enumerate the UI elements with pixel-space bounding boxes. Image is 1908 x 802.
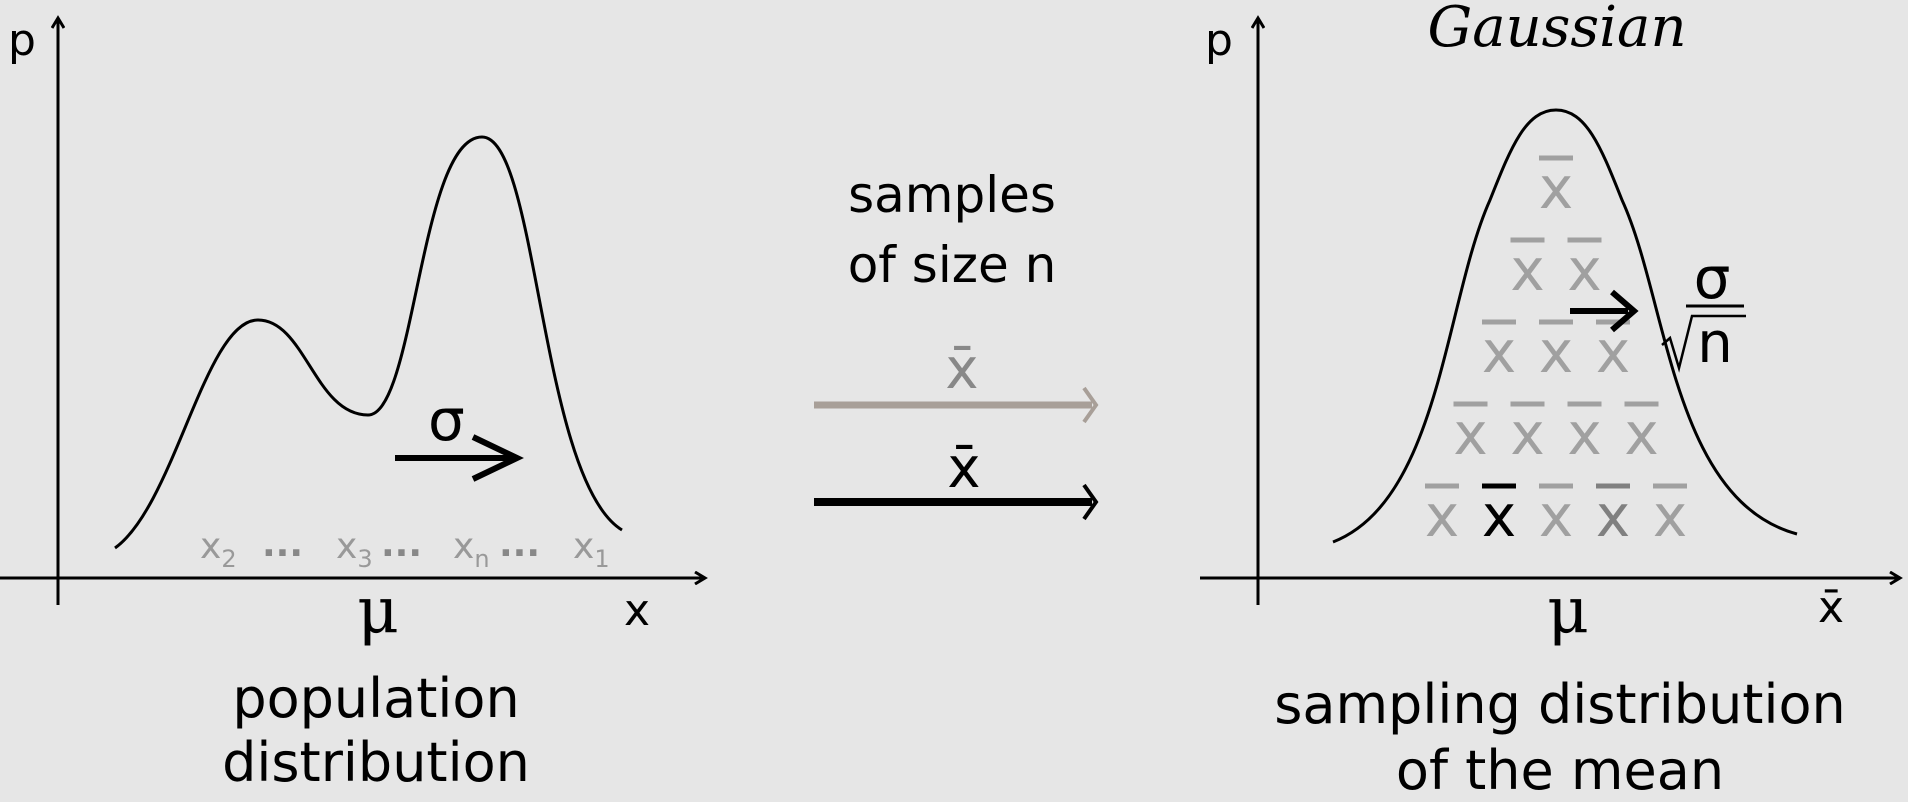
sample-mean: x [1482,482,1516,550]
population-caption-line2: distribution [222,731,530,794]
square-root-sign [1661,314,1746,373]
sample-mean: x [1482,318,1516,386]
gaussian-curve [1332,108,1798,544]
sampling-y-axis-label: p [1205,15,1233,66]
sample-mean: x [1539,154,1573,222]
samples-label-line1: samples [848,166,1056,224]
sample-means-pyramid: xx xx x xx x x xx x x x x [1425,154,1687,550]
population-y-axis-label: p [8,15,36,66]
standard-error-numerator: σ [1694,244,1731,312]
sampling-caption-line1: sampling distribution [1274,673,1846,736]
standard-error-denominator: n [1697,311,1733,376]
population-sigma-arrow [395,434,524,482]
sample-mean: x [1539,482,1573,550]
sample-point-x2: x2 [200,526,237,573]
standard-error-label: σ n [1661,244,1746,376]
gaussian-title: Gaussian [1427,0,1686,60]
sample-mean: x [1624,400,1658,468]
population-x-axis-label: x [624,585,650,636]
sample-mean: x [1567,400,1601,468]
population-density-curve [114,135,623,550]
black-sample-arrow [814,483,1099,521]
sample-point-x1: x1 [573,526,610,573]
sampling-x-axis-label: x̄ [1818,582,1844,633]
sampling-mean-label: μ [1547,574,1589,648]
population-sample-points: x2 ... x3 ... xn ... x1 [200,524,610,573]
gray-arrow-mean-label: x̄ [945,337,978,402]
sampling-distribution-panel: Gaussian p x̄ xx xx x xx x x xx x x x x σ n μ samp… [1200,0,1900,802]
sample-mean: x [1653,482,1687,550]
sample-ellipsis-3: ... [499,524,540,565]
sample-mean: x [1510,236,1544,304]
sample-ellipsis-2: ... [381,524,422,565]
sample-ellipsis-1: ... [262,524,303,565]
population-sigma-label: σ [428,386,465,454]
population-panel: p x σ x2 ... x3 ... xn ... x1 μ populati… [0,15,705,794]
samples-label-line2: of size n [848,236,1057,294]
sample-point-x3: x3 [336,526,373,573]
sample-mean: x [1425,482,1459,550]
population-caption-line1: population [232,667,519,730]
black-arrow-mean-label: x̄ [947,436,980,501]
population-mean-label: μ [357,574,399,648]
sampling-caption-line2: of the mean [1396,739,1724,802]
sample-mean: x [1510,400,1544,468]
sample-mean: x [1596,482,1630,550]
gray-sample-arrow [814,386,1099,424]
standard-error-arrow [1570,289,1639,333]
sampling-process: samples of size n x̄ x̄ [814,166,1099,521]
sample-point-xn: xn [453,526,490,573]
sample-mean: x [1453,400,1487,468]
sample-mean: x [1567,236,1601,304]
sample-mean: x [1539,318,1573,386]
